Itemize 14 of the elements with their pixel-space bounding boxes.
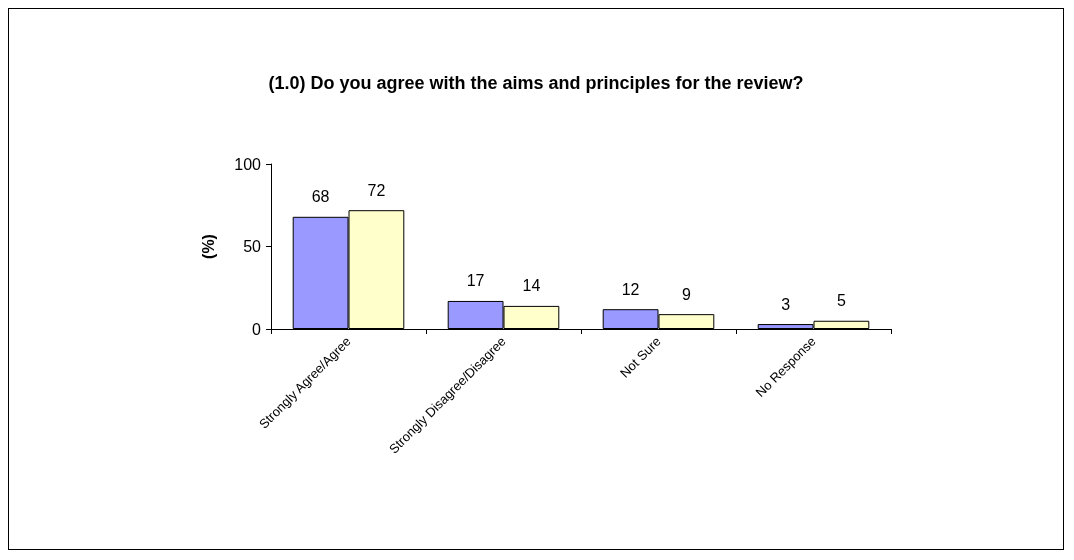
data-label: 14 <box>522 277 541 295</box>
data-label: 72 <box>367 181 386 199</box>
y-axis-title: (%) <box>199 234 217 259</box>
data-label: 68 <box>311 188 330 206</box>
data-label: 17 <box>466 272 485 290</box>
x-tick-label: Not Sure <box>616 333 664 381</box>
y-tick-label: 100 <box>234 155 262 173</box>
data-label: 5 <box>836 292 846 310</box>
data-label: 3 <box>781 295 791 313</box>
data-label: 12 <box>621 280 640 298</box>
y-tick-label: 50 <box>243 238 262 255</box>
y-tick-label: 0 <box>252 320 262 338</box>
data-label: 9 <box>681 285 691 303</box>
chart-title: (1.0) Do you agree with the aims and principles for the review? <box>268 73 804 93</box>
